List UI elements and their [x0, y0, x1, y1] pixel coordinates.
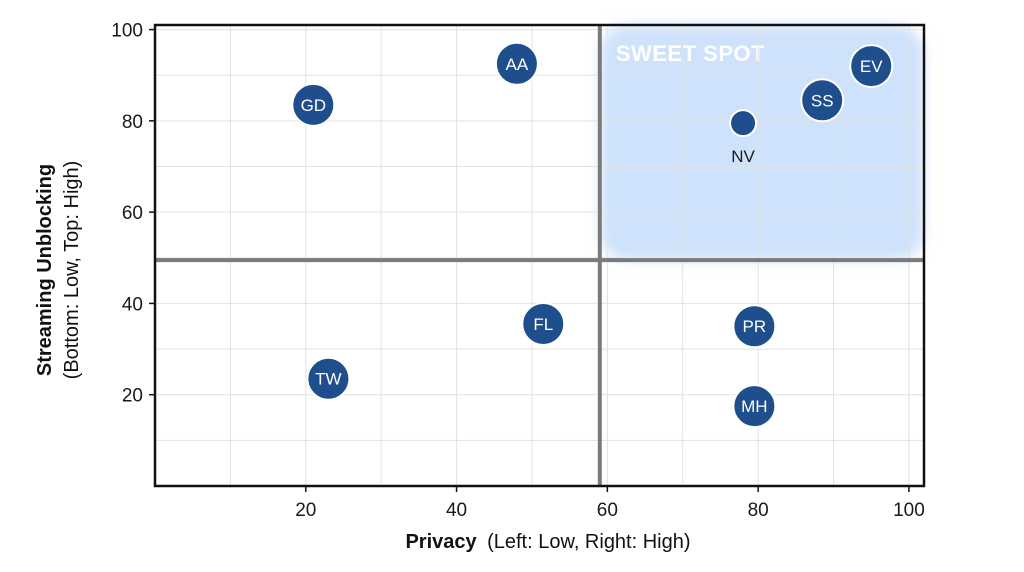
y-tick-label: 40: [122, 294, 143, 315]
data-point-marker: [306, 356, 351, 401]
data-point-ss: SS: [800, 78, 845, 123]
data-point-label: GD: [301, 96, 327, 115]
y-axis-title-detail: (Bottom: Low, Top: High): [61, 161, 83, 380]
x-tick-label: 60: [597, 500, 618, 521]
x-tick-label: 80: [748, 500, 769, 521]
data-point-marker: [521, 301, 566, 346]
tick-labels: 20 40 60 80 100 20 40 60 80 100: [111, 21, 924, 521]
x-tick-label: 20: [295, 500, 316, 521]
x-axis-title: Privacy (Left: Low, Right: High): [405, 531, 690, 553]
data-point-aa: AA: [494, 41, 539, 86]
data-point-marker: [291, 82, 336, 127]
y-tick-label: 20: [122, 386, 143, 407]
data-point-marker: [849, 44, 894, 89]
x-tick-label: 40: [446, 500, 467, 521]
x-axis-title-detail: (Left: Low, Right: High): [487, 531, 690, 553]
data-point-marker: [800, 78, 845, 123]
data-point-marker: [732, 384, 777, 429]
data-point-marker: [729, 109, 758, 138]
y-tick-label: 80: [122, 112, 143, 133]
sweet-spot-zone: [599, 25, 924, 261]
data-point-ev: EV: [849, 44, 894, 89]
data-point-label: NV: [731, 147, 755, 166]
data-point-label: SS: [811, 91, 834, 110]
data-point-label: PR: [743, 317, 767, 336]
data-point-tw: TW: [306, 356, 351, 401]
data-point-label: TW: [315, 370, 341, 389]
data-point-mh: MH: [732, 384, 777, 429]
data-point-nv: NV: [729, 109, 758, 166]
data-point-marker: [494, 41, 539, 86]
y-axis-title-main: Streaming Unblocking: [34, 164, 56, 376]
data-point-fl: FL: [521, 301, 566, 346]
data-point-label: EV: [860, 57, 883, 76]
data-point-label: MH: [741, 397, 767, 416]
highlight-zone-layer: SWEET SPOT: [599, 25, 924, 261]
data-points: GD AA EV SS NV FL PR TW MH: [291, 41, 894, 429]
axis-titles: Privacy (Left: Low, Right: High) Streami…: [34, 161, 691, 553]
data-point-label: AA: [506, 55, 529, 74]
quadrant-dividers: [155, 25, 924, 486]
y-tick-label: 60: [122, 203, 143, 224]
plot-frame: [153, 23, 926, 488]
x-tick-label: 100: [893, 500, 925, 521]
data-point-gd: GD: [291, 82, 336, 127]
data-point-pr: PR: [732, 304, 777, 349]
sweet-spot-label: SWEET SPOT: [616, 41, 765, 66]
y-tick-label: 100: [111, 21, 143, 42]
x-axis-title-main: Privacy: [405, 531, 477, 553]
data-point-label: FL: [533, 315, 553, 334]
data-point-marker: [732, 304, 777, 349]
plot-border: [153, 23, 926, 488]
